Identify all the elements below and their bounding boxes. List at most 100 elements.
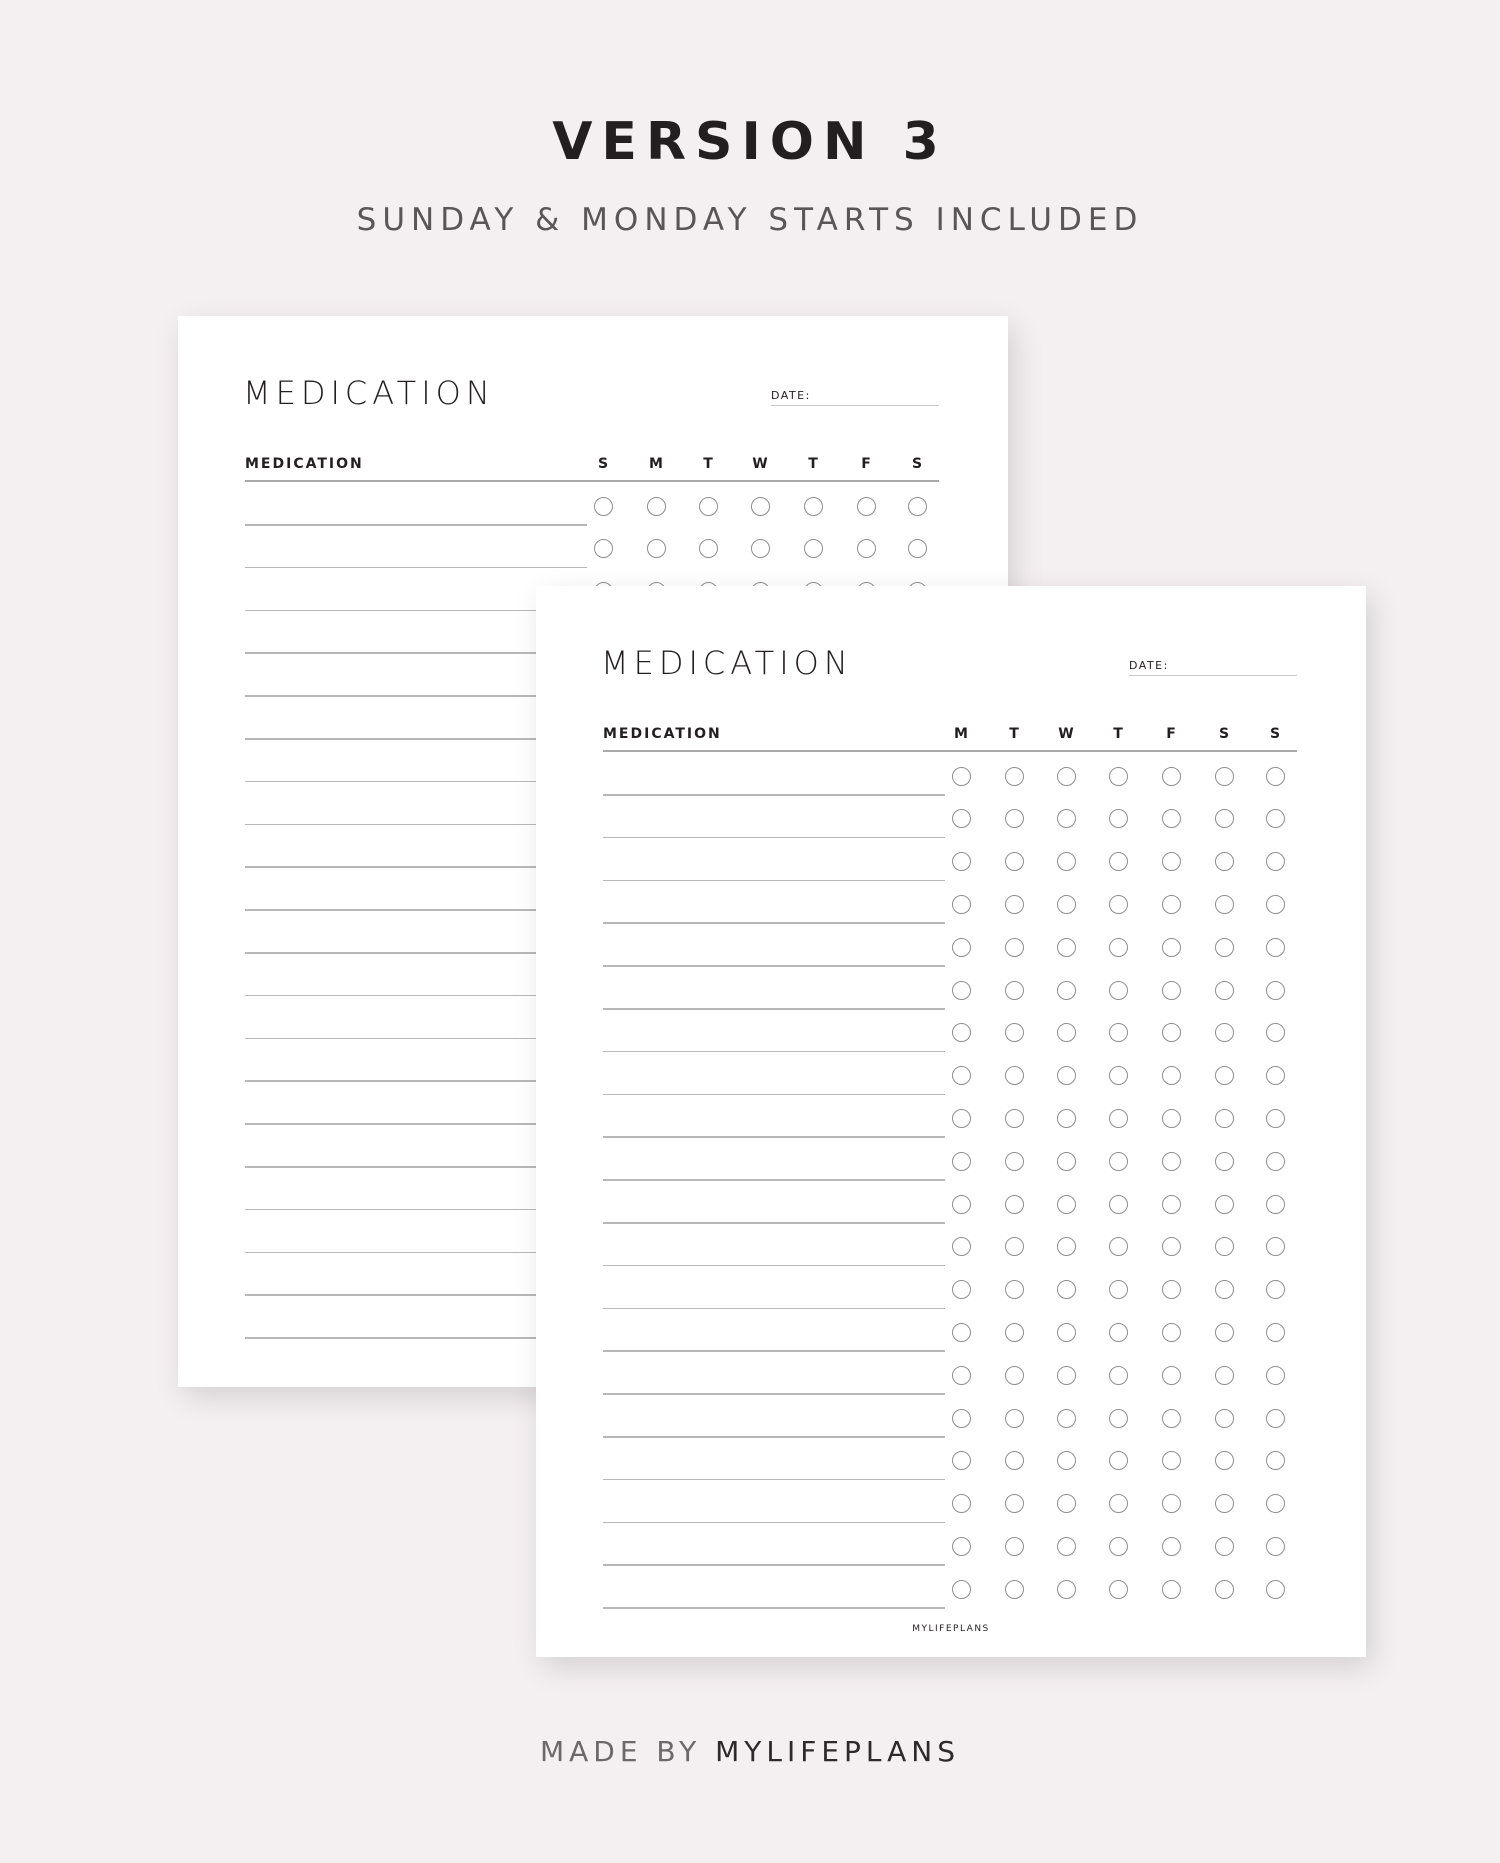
dose-checkbox[interactable]	[951, 1579, 971, 1599]
dose-checkbox[interactable]	[1108, 1322, 1128, 1342]
dose-checkbox[interactable]	[1265, 766, 1285, 786]
dose-checkbox[interactable]	[1214, 1237, 1234, 1257]
dose-checkbox[interactable]	[1265, 980, 1285, 1000]
dose-checkbox[interactable]	[1161, 1322, 1181, 1342]
medication-name-line[interactable]	[245, 1166, 587, 1168]
medication-name-line[interactable]	[245, 1123, 587, 1125]
dose-checkbox[interactable]	[1108, 894, 1128, 914]
medication-name-line[interactable]	[603, 1564, 945, 1566]
dose-checkbox[interactable]	[1161, 1194, 1181, 1214]
medication-name-line[interactable]	[245, 1337, 587, 1339]
dose-checkbox[interactable]	[1161, 1066, 1181, 1086]
medication-name-line[interactable]	[245, 1080, 587, 1082]
dose-checkbox[interactable]	[1161, 937, 1181, 957]
dose-checkbox[interactable]	[1056, 1579, 1076, 1599]
medication-name-line[interactable]	[245, 524, 587, 526]
dose-checkbox[interactable]	[1108, 1280, 1128, 1300]
medication-name-line[interactable]	[603, 922, 945, 924]
medication-name-line[interactable]	[245, 738, 587, 740]
dose-checkbox[interactable]	[1056, 766, 1076, 786]
dose-checkbox[interactable]	[1056, 1451, 1076, 1471]
dose-checkbox[interactable]	[951, 766, 971, 786]
dose-checkbox[interactable]	[1004, 766, 1024, 786]
dose-checkbox[interactable]	[951, 852, 971, 872]
dose-checkbox[interactable]	[1004, 1066, 1024, 1086]
dose-checkbox[interactable]	[1004, 809, 1024, 829]
dose-checkbox[interactable]	[1214, 809, 1234, 829]
dose-checkbox[interactable]	[1056, 1237, 1076, 1257]
dose-checkbox[interactable]	[593, 539, 613, 559]
dose-checkbox[interactable]	[1004, 1494, 1024, 1514]
medication-name-line[interactable]	[603, 1093, 945, 1096]
medication-name-line[interactable]	[245, 1294, 587, 1296]
medication-name-line[interactable]	[245, 566, 587, 569]
dose-checkbox[interactable]	[1004, 1151, 1024, 1171]
dose-checkbox[interactable]	[951, 980, 971, 1000]
dose-checkbox[interactable]	[1214, 894, 1234, 914]
dose-checkbox[interactable]	[1214, 1579, 1234, 1599]
medication-name-line[interactable]	[603, 1136, 945, 1138]
dose-checkbox[interactable]	[1004, 894, 1024, 914]
dose-checkbox[interactable]	[646, 539, 666, 559]
dose-checkbox[interactable]	[1265, 1023, 1285, 1043]
dose-checkbox[interactable]	[1056, 937, 1076, 957]
dose-checkbox[interactable]	[951, 1066, 971, 1086]
dose-checkbox[interactable]	[1161, 1023, 1181, 1043]
dose-checkbox[interactable]	[1265, 1322, 1285, 1342]
dose-checkbox[interactable]	[1056, 1365, 1076, 1385]
medication-name-line[interactable]	[603, 1393, 945, 1395]
dose-checkbox[interactable]	[951, 1322, 971, 1342]
dose-checkbox[interactable]	[1265, 809, 1285, 829]
dose-checkbox[interactable]	[951, 1536, 971, 1556]
dose-checkbox[interactable]	[1214, 1322, 1234, 1342]
dose-checkbox[interactable]	[1214, 852, 1234, 872]
dose-checkbox[interactable]	[1265, 1579, 1285, 1599]
dose-checkbox[interactable]	[1004, 1237, 1024, 1257]
dose-checkbox[interactable]	[951, 1494, 971, 1514]
dose-checkbox[interactable]	[1056, 1108, 1076, 1128]
dose-checkbox[interactable]	[1004, 1536, 1024, 1556]
dose-checkbox[interactable]	[1214, 1066, 1234, 1086]
dose-checkbox[interactable]	[1108, 937, 1128, 957]
dose-checkbox[interactable]	[907, 496, 927, 516]
dose-checkbox[interactable]	[1265, 937, 1285, 957]
dose-checkbox[interactable]	[1161, 1237, 1181, 1257]
dose-checkbox[interactable]	[1214, 1194, 1234, 1214]
dose-checkbox[interactable]	[1214, 1408, 1234, 1428]
medication-name-line[interactable]	[245, 994, 587, 997]
dose-checkbox[interactable]	[1214, 1108, 1234, 1128]
dose-checkbox[interactable]	[1108, 1108, 1128, 1128]
medication-name-line[interactable]	[245, 1208, 587, 1211]
dose-checkbox[interactable]	[1108, 1066, 1128, 1086]
dose-checkbox[interactable]	[1265, 1494, 1285, 1514]
medication-name-line[interactable]	[603, 1350, 945, 1352]
dose-checkbox[interactable]	[803, 496, 823, 516]
dose-checkbox[interactable]	[1004, 1408, 1024, 1428]
dose-checkbox[interactable]	[1161, 809, 1181, 829]
dose-checkbox[interactable]	[1056, 1494, 1076, 1514]
dose-checkbox[interactable]	[1214, 1451, 1234, 1471]
dose-checkbox[interactable]	[1214, 766, 1234, 786]
dose-checkbox[interactable]	[1108, 1579, 1128, 1599]
dose-checkbox[interactable]	[1108, 809, 1128, 829]
dose-checkbox[interactable]	[1265, 1237, 1285, 1257]
dose-checkbox[interactable]	[1265, 1066, 1285, 1086]
dose-checkbox[interactable]	[1265, 1280, 1285, 1300]
dose-checkbox[interactable]	[1214, 1365, 1234, 1385]
dose-checkbox[interactable]	[1214, 1151, 1234, 1171]
dose-checkbox[interactable]	[951, 1451, 971, 1471]
dose-checkbox[interactable]	[1108, 1237, 1128, 1257]
medication-name-line[interactable]	[245, 909, 587, 911]
dose-checkbox[interactable]	[1056, 1023, 1076, 1043]
dose-checkbox[interactable]	[1004, 937, 1024, 957]
dose-checkbox[interactable]	[1265, 1536, 1285, 1556]
medication-name-line[interactable]	[245, 866, 587, 868]
dose-checkbox[interactable]	[1161, 1280, 1181, 1300]
dose-checkbox[interactable]	[1161, 852, 1181, 872]
dose-checkbox[interactable]	[1108, 1494, 1128, 1514]
medication-name-line[interactable]	[603, 1008, 945, 1010]
dose-checkbox[interactable]	[1056, 852, 1076, 872]
dose-checkbox[interactable]	[1265, 1365, 1285, 1385]
dose-checkbox[interactable]	[1161, 1579, 1181, 1599]
dose-checkbox[interactable]	[1265, 894, 1285, 914]
